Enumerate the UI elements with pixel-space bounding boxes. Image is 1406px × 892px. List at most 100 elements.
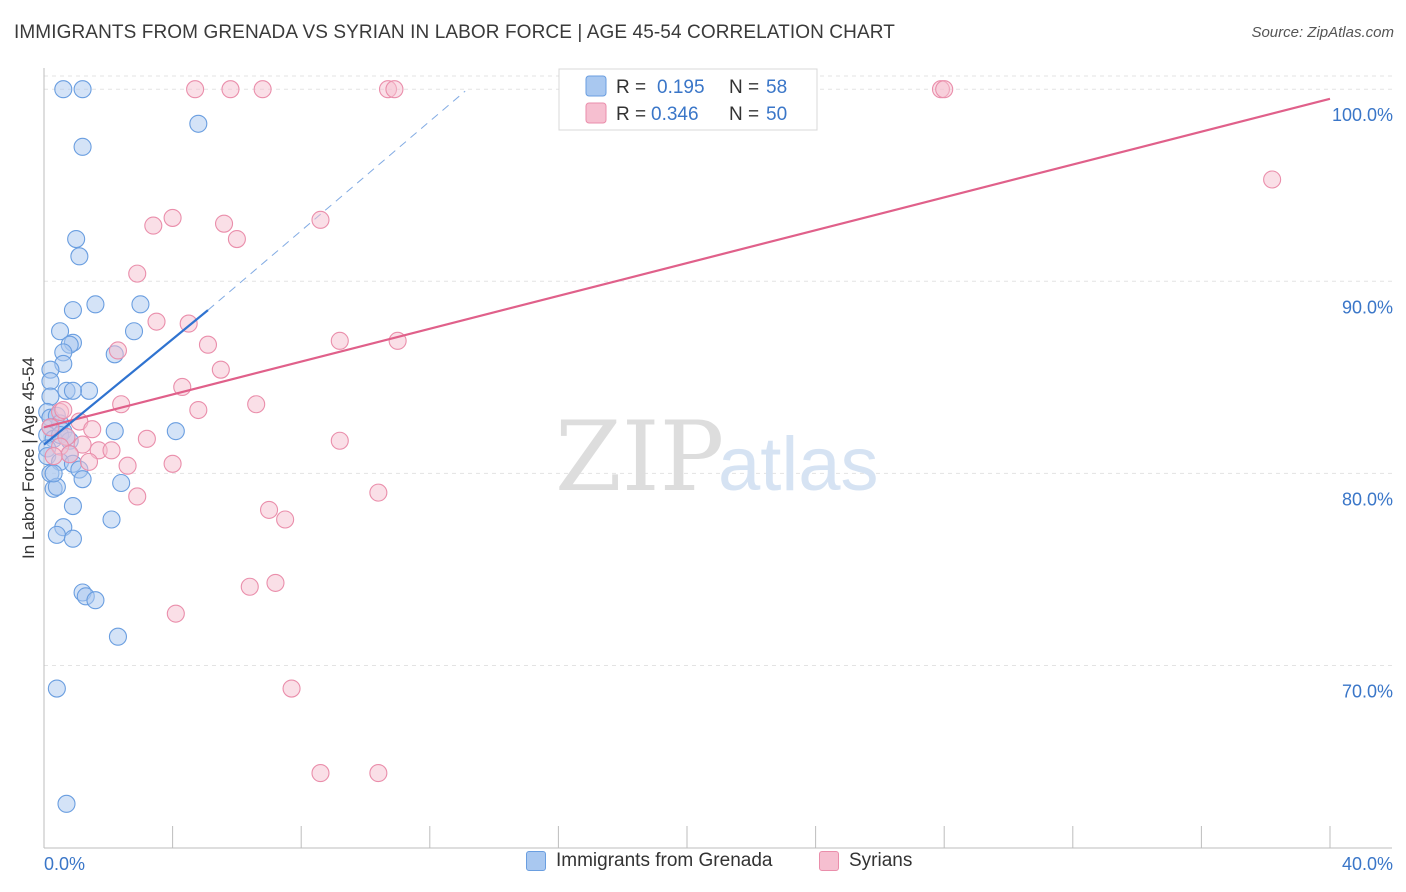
point-syrians [128, 264, 147, 283]
point-grenada [54, 80, 73, 99]
y-tick-label: 70.0% [1342, 682, 1393, 702]
stats-legend: R = 0.195 N = 58 R = 0.346 N = 50 [558, 68, 818, 131]
legend-n-value-grenada: 58 [766, 77, 787, 98]
point-syrians [259, 500, 279, 519]
y-tick-label: 90.0% [1342, 297, 1393, 317]
point-syrians [118, 456, 137, 475]
point-syrians [214, 214, 234, 233]
point-syrians [282, 679, 301, 698]
legend-swatch-grenada [585, 75, 607, 97]
y-tick-label: 80.0% [1342, 489, 1393, 509]
legend-item-syrians: Syrians [819, 850, 912, 872]
data-points [38, 80, 1331, 813]
point-syrians [253, 80, 272, 99]
point-syrians [385, 80, 404, 99]
point-grenada [166, 422, 185, 441]
point-grenada [73, 137, 92, 156]
point-grenada [47, 679, 66, 698]
legend-swatch-blue [526, 851, 546, 871]
point-grenada [131, 295, 150, 314]
point-grenada [63, 381, 82, 400]
point-syrians [198, 335, 218, 354]
y-axis-label: In Labor Force | Age 45-54 [19, 357, 38, 559]
legend-r-value-grenada: 0.195 [657, 77, 705, 98]
point-syrians [227, 229, 246, 249]
point-grenada [108, 627, 127, 646]
legend-item-grenada: Immigrants from Grenada [526, 850, 772, 872]
y-tick-label: 100.0% [1332, 105, 1393, 125]
point-syrians [44, 447, 63, 466]
point-grenada [63, 497, 82, 516]
watermark-zip: ZIP [555, 401, 724, 513]
point-grenada [112, 473, 131, 493]
point-syrians [102, 441, 121, 460]
chart-title: IMMIGRANTS FROM GRENADA VS SYRIAN IN LAB… [14, 22, 895, 43]
point-syrians [369, 764, 388, 783]
trend-line-syrians [43, 97, 1331, 429]
point-syrians [330, 331, 349, 350]
point-grenada [57, 794, 76, 813]
point-syrians [137, 429, 156, 448]
point-syrians [128, 487, 147, 506]
point-syrians [163, 208, 182, 227]
chart-source: Source: ZipAtlas.com [1251, 24, 1394, 41]
point-grenada [102, 510, 121, 529]
point-grenada [189, 114, 208, 133]
trend-line-grenada [43, 309, 209, 446]
point-syrians [189, 400, 208, 420]
point-syrians [1263, 170, 1282, 189]
trend-lines [207, 90, 466, 311]
point-syrians [330, 431, 349, 450]
point-grenada [67, 229, 86, 249]
point-syrians [247, 395, 266, 414]
point-syrians [108, 341, 127, 360]
point-syrians [144, 216, 163, 235]
point-grenada [44, 464, 63, 483]
x-tick-label-max: 40.0% [1342, 854, 1393, 874]
point-syrians [83, 420, 102, 439]
legend-n-label-grenada: N = [729, 77, 759, 98]
point-syrians [147, 312, 166, 331]
point-syrians [276, 510, 295, 529]
x-tick-label-min: 0.0% [44, 854, 85, 874]
legend-r-label-syrians: R = [616, 104, 646, 125]
point-syrians [163, 454, 182, 473]
point-syrians [266, 573, 285, 592]
point-syrians [935, 80, 954, 99]
point-syrians [311, 764, 330, 783]
trend-line-grenada-extension [207, 90, 466, 311]
point-grenada [86, 591, 105, 610]
point-syrians [166, 604, 185, 623]
point-syrians [221, 80, 240, 99]
watermark-atlas: atlas [718, 422, 879, 507]
legend-label-grenada: Immigrants from Grenada [556, 850, 773, 871]
point-syrians [60, 445, 79, 464]
point-grenada [79, 381, 99, 400]
x-tick-labels: 0.0% 40.0% [44, 854, 1393, 874]
legend-swatch-pink [819, 851, 839, 871]
legend-label-syrians: Syrians [849, 850, 913, 871]
point-grenada [63, 301, 82, 320]
point-grenada [124, 322, 144, 341]
point-grenada [41, 387, 60, 406]
point-syrians [41, 418, 60, 437]
legend-n-value-syrians: 50 [766, 104, 787, 125]
legend-n-label-syrians: N = [729, 104, 759, 125]
y-tick-labels: 70.0% 80.0% 90.0% 100.0% [1332, 105, 1393, 701]
point-syrians [311, 210, 330, 229]
point-syrians [211, 360, 230, 379]
point-syrians [186, 80, 205, 99]
point-syrians [54, 400, 73, 420]
point-syrians [73, 435, 92, 454]
point-grenada [63, 529, 82, 548]
point-grenada [73, 470, 92, 489]
gridlines [44, 75, 1392, 667]
point-syrians [240, 577, 259, 596]
legend-r-value-syrians: 0.346 [651, 104, 699, 125]
point-grenada [51, 322, 70, 341]
point-grenada [86, 295, 105, 314]
point-syrians [369, 483, 388, 502]
legend-r-label-grenada: R = [616, 77, 646, 98]
point-syrians [179, 314, 198, 333]
